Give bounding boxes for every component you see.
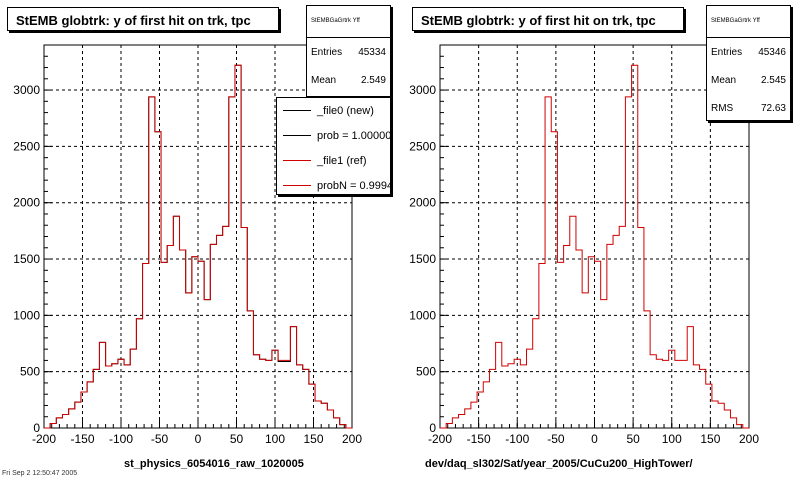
left-y-tick-label: 500 [20,365,40,379]
left-plot-title: StEMB globtrk: y of first hit on trk, tp… [7,7,279,31]
right-y-tick-label: 0 [429,421,436,435]
legend-swatch [283,135,311,136]
right-x-tick-label: 0 [591,432,598,446]
left-stats-label: Mean [311,74,337,86]
legend-swatch [283,185,311,186]
right-stats-label: Mean [711,74,737,86]
right-x-tick-label: -200 [428,432,452,446]
left-stats-row-entries: Entries 45334 [307,38,390,66]
right-x-axis-label: dev/daq_sl302/Sat/year_2005/CuCu200_High… [425,458,693,470]
right-title-text: StEMB globtrk: y of first hit on trk, tp… [421,13,656,28]
left-x-tick-label: -200 [32,432,56,446]
legend-label: prob = 1.000000 [317,129,391,142]
left-title-text: StEMB globtrk: y of first hit on trk, tp… [16,13,251,28]
right-y-tick-label: 2000 [409,196,436,210]
right-x-tick-label: 50 [626,432,640,446]
right-y-tick-label: 3000 [409,83,436,97]
left-y-tick-label: 3000 [13,83,40,97]
legend-label: probN = 0.999480 [317,179,390,192]
legend-item: _file0 (new) [277,98,390,123]
left-x-tick-label: 100 [265,432,285,446]
left-x-axis-label: st_physics_6054016_raw_1020005 [124,458,304,470]
left-x-tick-label: 0 [195,432,202,446]
left-y-tick-label: 2000 [13,196,40,210]
legend-item: _file1 (ref) [277,148,390,173]
right-x-tick-label: -100 [505,432,529,446]
right-plot-title: StEMB globtrk: y of first hit on trk, tp… [412,7,684,31]
right-y-tick-label: 1000 [409,308,436,322]
left-x-tick-label: 200 [342,432,362,446]
left-stats-box: StEMBGaGrtrk Yff Entries 45334 Mean 2.54… [306,5,391,97]
legend-label: _file0 (new) [317,104,374,117]
right-stats-label: RMS [711,102,734,114]
right-stats-box: StEMBGaGrtrk Yff Entries 45346 Mean 2.54… [706,5,791,121]
left-y-tick-label: 2500 [13,139,40,153]
left-histogram-series-1 [44,64,352,429]
right-stats-row-entries: Entries 45346 [707,38,790,66]
right-x-tick-label: 150 [700,432,720,446]
right-y-tick-label: 1500 [409,252,436,266]
right-stats-row-mean: Mean 2.545 [707,66,790,94]
left-stats-value: 2.549 [360,74,386,86]
left-x-tick-label: 150 [303,432,323,446]
right-stats-value: 72.63 [760,102,786,114]
left-y-tick-label: 1000 [13,308,40,322]
legend-item: probN = 0.999480 [277,173,390,194]
left-stats-row-mean: Mean 2.549 [307,66,390,94]
left-x-tick-label: 50 [230,432,244,446]
right-stats-label: Entries [711,46,743,58]
legend-swatch [283,110,311,111]
timestamp-footer: Fri Sep 2 12:50:47 2005 [2,470,78,477]
right-histogram-series-0 [440,64,749,429]
left-x-tick-label: -50 [151,432,169,446]
right-x-tick-label: -150 [467,432,491,446]
left-stats-value: 45334 [358,46,386,58]
left-y-tick-label: 1500 [13,252,40,266]
right-y-tick-label: 500 [416,365,436,379]
right-x-tick-label: -50 [547,432,565,446]
legend-label: _file1 (ref) [317,154,367,167]
left-y-tick-label: 0 [33,421,40,435]
right-x-tick-label: 200 [739,432,759,446]
right-x-tick-label: 100 [662,432,682,446]
right-stats-name: StEMBGaGrtrk Yff [707,6,790,38]
right-stats-value: 45346 [758,46,786,58]
legend-box: _file0 (new) prob = 1.000000 _file1 (ref… [276,97,391,195]
right-stats-row-rms: RMS 72.63 [707,94,790,122]
right-y-tick-label: 2500 [409,139,436,153]
left-stats-label: Entries [311,46,343,58]
left-stats-name: StEMBGaGrtrk Yff [307,6,390,38]
legend-item: prob = 1.000000 [277,123,390,148]
right-stats-value: 2.545 [760,74,786,86]
left-x-tick-label: -100 [109,432,133,446]
left-x-tick-label: -150 [70,432,94,446]
legend-swatch [283,160,311,161]
